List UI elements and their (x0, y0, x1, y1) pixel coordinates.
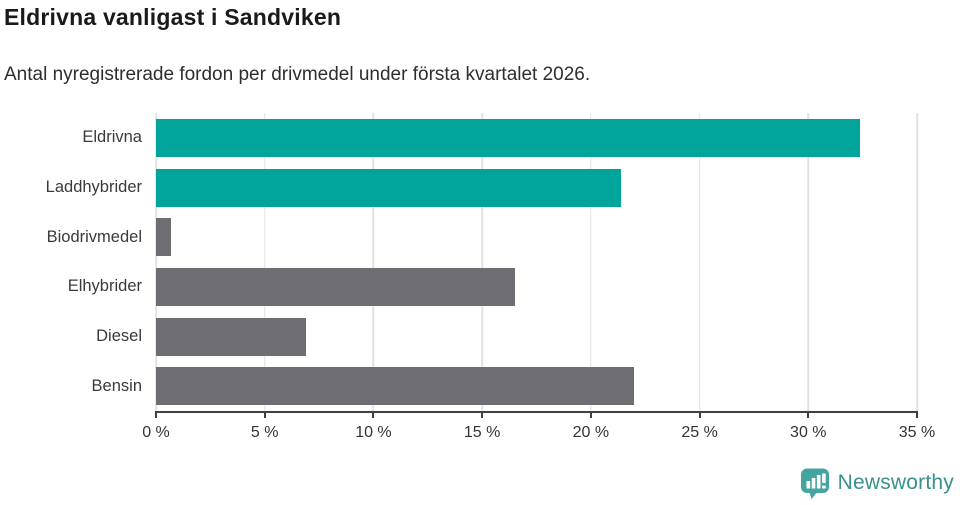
gridline (263, 113, 266, 411)
axis-tick (263, 411, 266, 418)
axis-tick (589, 411, 592, 418)
gridline (372, 113, 375, 411)
gridline (698, 113, 701, 411)
chart-title: Eldrivna vanligast i Sandviken (4, 4, 342, 30)
gridline (481, 113, 483, 411)
axis-tick (481, 411, 484, 418)
chart-row (156, 212, 917, 262)
gridline (807, 113, 810, 411)
bar-rows (156, 113, 917, 411)
x-axis-tick-labels: 0 % 5 % 10 % 15 % 20 % 25 % 30 % 35 % (142, 424, 935, 446)
axis-tick (916, 411, 918, 418)
axis-tick (807, 411, 810, 418)
bar-biodrivmedel (156, 218, 172, 257)
axis-tick (155, 411, 157, 418)
gridline (155, 113, 157, 411)
chart-row (156, 113, 917, 163)
category-label: Diesel (96, 327, 142, 346)
axis-tick-label: 35 % (898, 424, 936, 441)
brand-name: Newsworthy (837, 471, 954, 494)
plot-area (155, 113, 918, 413)
newsworthy-chart-bubble-icon (800, 468, 829, 499)
category-label: Biodrivmedel (46, 227, 142, 246)
axis-tick-label: 0 % (142, 424, 170, 441)
gridline (916, 113, 918, 411)
category-label: Bensin (91, 376, 142, 395)
bar-laddhybrider (156, 168, 622, 207)
category-label: Elhybrider (67, 277, 142, 296)
category-label: Laddhybrider (45, 178, 142, 196)
bar-elhybrider (156, 267, 515, 306)
bar-diesel (156, 317, 307, 356)
x-axis-ticks (155, 411, 918, 419)
axis-tick-label: 30 % (790, 424, 827, 441)
gridline (590, 113, 592, 411)
brand-footer: Newsworthy (799, 467, 954, 499)
axis-tick-label: 15 % (463, 424, 501, 441)
axis-tick-label: 5 % (250, 424, 279, 441)
bar-eldrivna (156, 118, 861, 157)
category-label: Eldrivna (82, 128, 142, 147)
chart-row (156, 163, 917, 213)
axis-tick-label: 20 % (572, 424, 610, 441)
axis-tick (698, 411, 701, 418)
bar-bensin (156, 367, 635, 406)
axis-tick (372, 411, 375, 418)
chart-subtitle: Antal nyregistrerade fordon per drivmede… (4, 64, 591, 85)
axis-tick-label: 10 % (355, 424, 392, 441)
chart-row (156, 361, 917, 411)
axis-tick-label: 25 % (681, 424, 718, 441)
category-axis: Eldrivna Laddhybrider Biodrivmedel Elhybrid… (0, 113, 142, 411)
chart-row (156, 312, 917, 362)
chart-row (156, 262, 917, 312)
